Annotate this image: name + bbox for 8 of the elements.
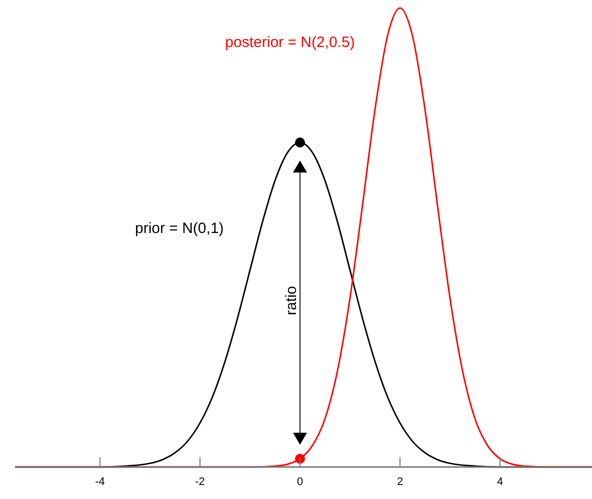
- x-tick-label: -2: [195, 476, 205, 488]
- text: prior = N(0,1): [135, 220, 224, 237]
- annotation: ratio: [283, 286, 300, 316]
- series-label: posterior = N(2,0.5): [225, 34, 355, 52]
- x-tick-label: -4: [95, 476, 105, 488]
- x-tick-label: 2: [396, 476, 404, 488]
- x-tick-label: 0: [296, 476, 304, 488]
- x-tick-label: 4: [496, 476, 504, 488]
